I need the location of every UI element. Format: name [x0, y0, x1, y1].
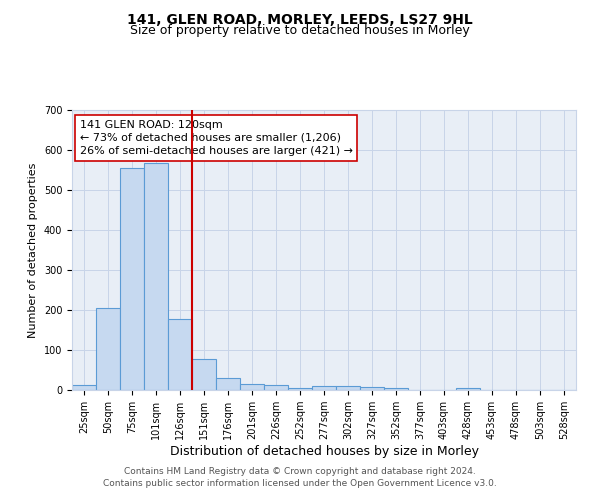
Bar	[456, 388, 480, 390]
Bar	[312, 386, 336, 390]
Bar	[144, 163, 168, 390]
Bar	[216, 378, 240, 390]
Bar	[384, 388, 408, 390]
Text: Contains HM Land Registry data © Crown copyright and database right 2024.
Contai: Contains HM Land Registry data © Crown c…	[103, 466, 497, 487]
Text: Size of property relative to detached houses in Morley: Size of property relative to detached ho…	[130, 24, 470, 37]
Bar	[96, 308, 120, 390]
Y-axis label: Number of detached properties: Number of detached properties	[28, 162, 38, 338]
Bar	[264, 385, 288, 390]
Bar	[288, 388, 312, 390]
Bar	[72, 385, 96, 390]
Bar	[240, 384, 264, 390]
Text: 141 GLEN ROAD: 120sqm
← 73% of detached houses are smaller (1,206)
26% of semi-d: 141 GLEN ROAD: 120sqm ← 73% of detached …	[80, 120, 353, 156]
Bar	[120, 168, 144, 390]
Bar	[168, 319, 192, 390]
Bar	[360, 387, 384, 390]
Text: 141, GLEN ROAD, MORLEY, LEEDS, LS27 9HL: 141, GLEN ROAD, MORLEY, LEEDS, LS27 9HL	[127, 12, 473, 26]
Bar	[336, 386, 360, 390]
X-axis label: Distribution of detached houses by size in Morley: Distribution of detached houses by size …	[170, 445, 479, 458]
Bar	[192, 359, 216, 390]
